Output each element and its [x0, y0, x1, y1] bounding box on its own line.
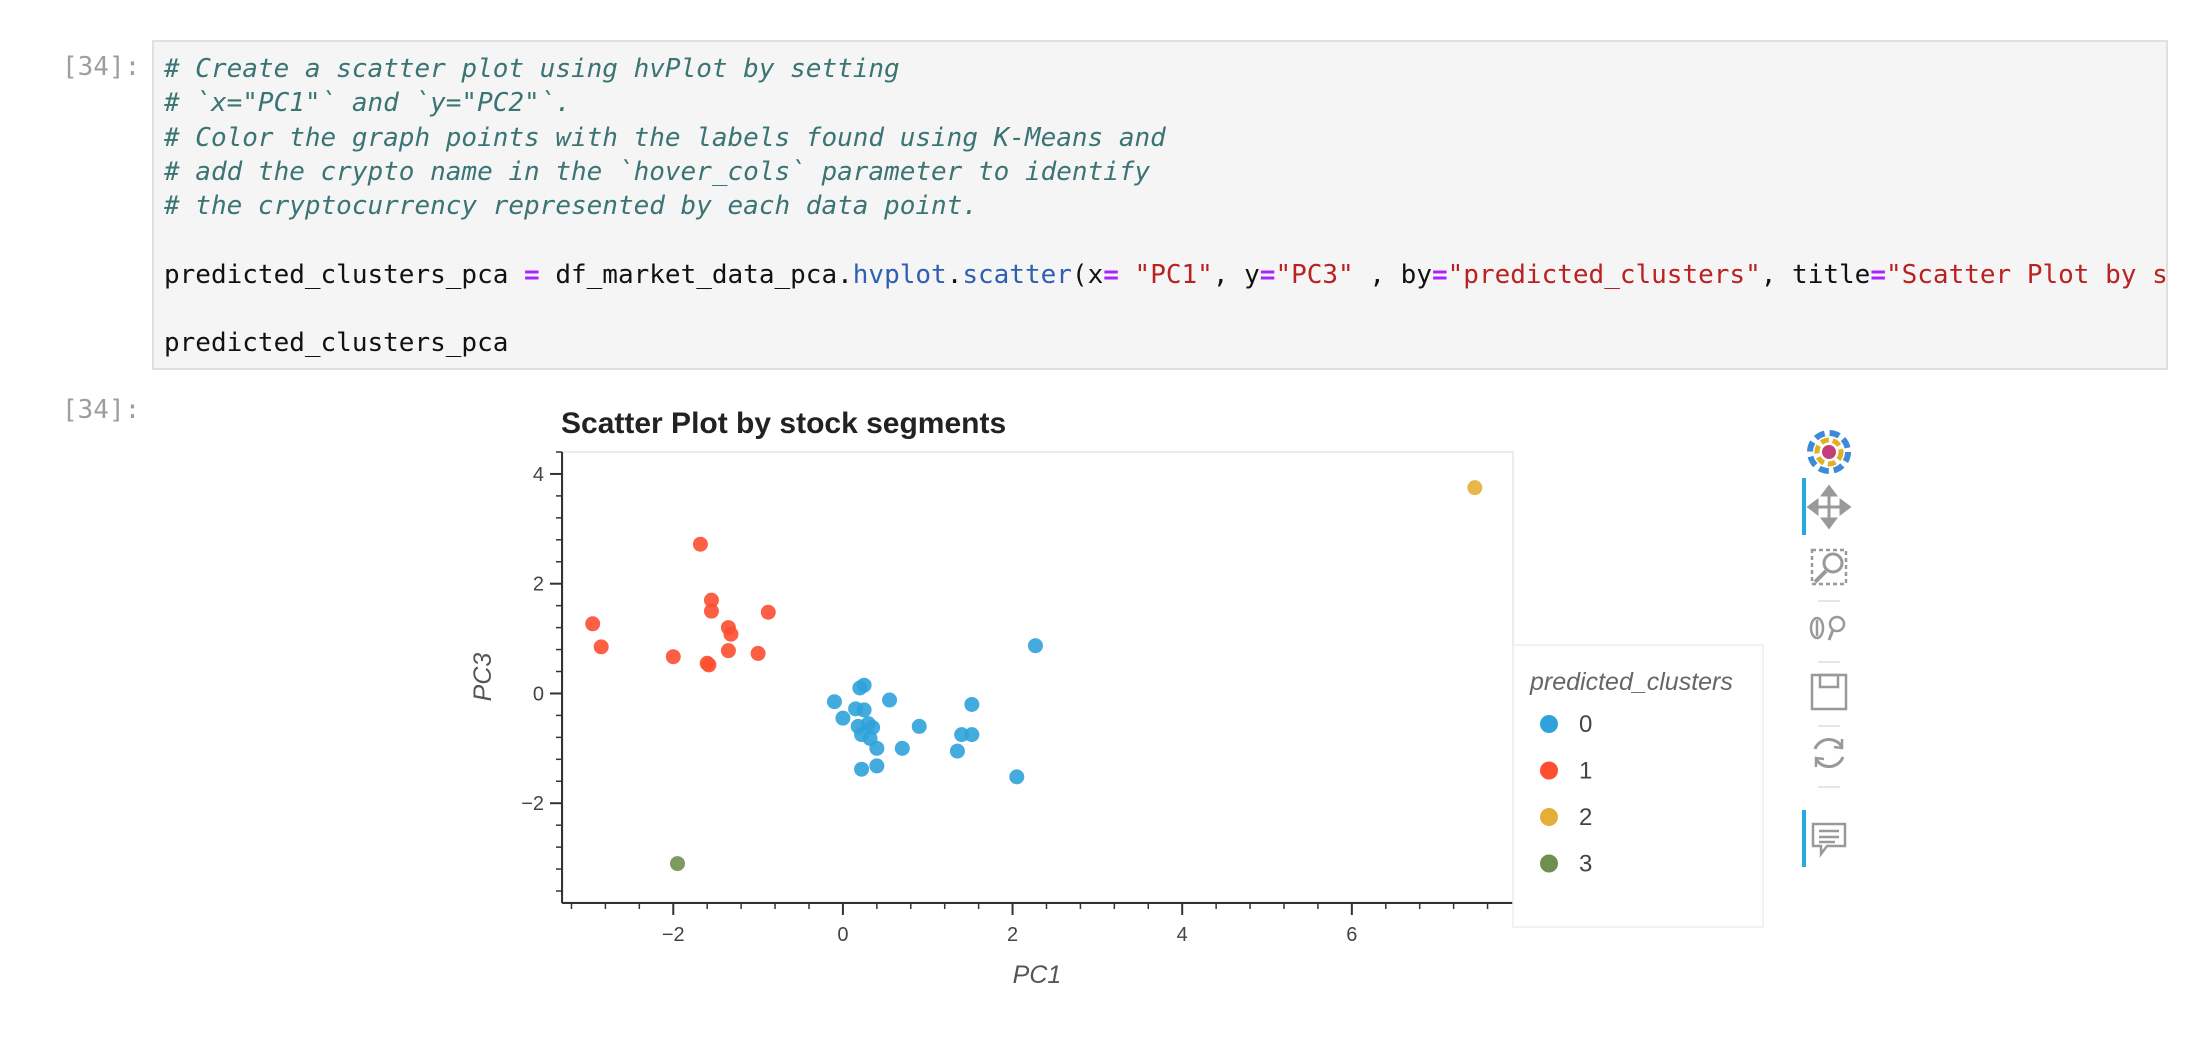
save-icon[interactable] — [1810, 673, 1848, 711]
scatter-point-cluster-1[interactable] — [760, 604, 776, 620]
legend-title: predicted_clusters — [1529, 668, 1733, 696]
legend-swatch — [1540, 761, 1558, 780]
y-tick-label: −2 — [521, 793, 544, 815]
legend-swatch — [1540, 854, 1558, 873]
scatter-point-cluster-0[interactable] — [911, 718, 927, 734]
toolbar — [1802, 430, 1852, 867]
x-tick-label: −2 — [662, 924, 685, 946]
pan-icon[interactable] — [1806, 484, 1852, 530]
scatter-point-cluster-3[interactable] — [670, 856, 686, 872]
scatter-point-cluster-0[interactable] — [856, 702, 872, 718]
scatter-point-cluster-0[interactable] — [856, 677, 872, 693]
scatter-point-cluster-0[interactable] — [850, 718, 866, 734]
code-line-display: predicted_clusters_pca — [164, 328, 509, 359]
axes: −2 0 2 4 6 −2 0 2 4 — [521, 451, 1513, 946]
box-zoom-icon[interactable] — [1810, 548, 1848, 586]
code-block: # Create a scatter plot using hvPlot by … — [164, 52, 2168, 361]
scatter-point-cluster-0[interactable] — [964, 727, 980, 743]
legend-label: 3 — [1579, 851, 1592, 878]
plot-area[interactable] — [562, 451, 1514, 903]
x-axis-label: PC1 — [1013, 961, 1062, 989]
scatter-point-cluster-0[interactable] — [882, 692, 898, 708]
x-tick-label: 4 — [1177, 924, 1188, 946]
scatter-point-cluster-0[interactable] — [894, 740, 910, 756]
scatter-point-cluster-0[interactable] — [869, 740, 885, 756]
scatter-chart[interactable]: Scatter Plot by stock segments −2 0 2 4 6 −2 0… — [0, 380, 2190, 1040]
legend-swatch — [1540, 715, 1558, 733]
legend-box — [1512, 644, 1764, 928]
scatter-point-cluster-2[interactable] — [1467, 480, 1483, 496]
data-points — [585, 480, 1483, 872]
scatter-point-cluster-1[interactable] — [585, 616, 601, 632]
scatter-point-cluster-1[interactable] — [703, 592, 719, 608]
scatter-point-cluster-0[interactable] — [964, 696, 980, 712]
legend-swatch — [1540, 808, 1558, 826]
legend-label: 1 — [1579, 758, 1592, 785]
legend-items: 0 1 2 3 — [1540, 711, 1592, 878]
output-prompt: [34]: — [62, 395, 141, 425]
scatter-point-cluster-1[interactable] — [723, 626, 739, 642]
scatter-point-cluster-1[interactable] — [665, 649, 681, 665]
bokeh-logo-icon[interactable] — [1807, 430, 1851, 474]
y-tick-label: 0 — [533, 683, 544, 705]
scatter-point-cluster-0[interactable] — [1027, 638, 1043, 654]
scatter-point-cluster-1[interactable] — [692, 536, 708, 552]
code-line-assign: predicted_clusters_pca = df_market_data_… — [164, 259, 2168, 290]
scatter-point-cluster-0[interactable] — [854, 761, 870, 777]
code-comment-5: # the cryptocurrency represented by each… — [164, 191, 978, 222]
x-tick-label: 0 — [837, 924, 848, 946]
scatter-point-cluster-1[interactable] — [720, 643, 736, 659]
legend-label: 0 — [1579, 711, 1592, 738]
y-tick-label: 2 — [533, 574, 544, 596]
legend-label: 2 — [1579, 804, 1592, 831]
scatter-point-cluster-0[interactable] — [869, 758, 885, 774]
scatter-point-cluster-1[interactable] — [701, 657, 717, 673]
code-comment-2: # `x="PC1"` and `y="PC2"`. — [164, 88, 571, 119]
scatter-point-cluster-1[interactable] — [593, 639, 609, 655]
code-comment-1: # Create a scatter plot using hvPlot by … — [164, 54, 900, 84]
scatter-point-cluster-0[interactable] — [949, 743, 965, 759]
scatter-point-cluster-0[interactable] — [1009, 769, 1025, 785]
x-tick-label: 2 — [1007, 924, 1018, 946]
wheel-zoom-icon[interactable] — [1809, 615, 1846, 641]
input-prompt: [34]: — [62, 52, 141, 82]
scatter-point-cluster-0[interactable] — [826, 694, 842, 710]
chart-title: Scatter Plot by stock segments — [561, 407, 1006, 440]
scatter-point-cluster-0[interactable] — [835, 710, 851, 726]
output-area: Scatter Plot by stock segments −2 0 2 4 6 −2 0… — [0, 380, 2190, 1040]
code-cell[interactable]: # Create a scatter plot using hvPlot by … — [152, 40, 2168, 370]
scatter-point-cluster-1[interactable] — [703, 603, 719, 619]
code-comment-3: # Color the graph points with the labels… — [164, 122, 1166, 153]
reset-icon[interactable] — [1813, 737, 1845, 769]
scatter-point-cluster-1[interactable] — [750, 645, 766, 661]
x-tick-label: 6 — [1346, 924, 1357, 946]
hover-icon[interactable] — [1811, 822, 1847, 858]
code-comment-4: # add the crypto name in the `hover_cols… — [164, 156, 1151, 187]
y-tick-label: 4 — [533, 464, 544, 486]
y-axis-label: PC3 — [469, 653, 497, 702]
